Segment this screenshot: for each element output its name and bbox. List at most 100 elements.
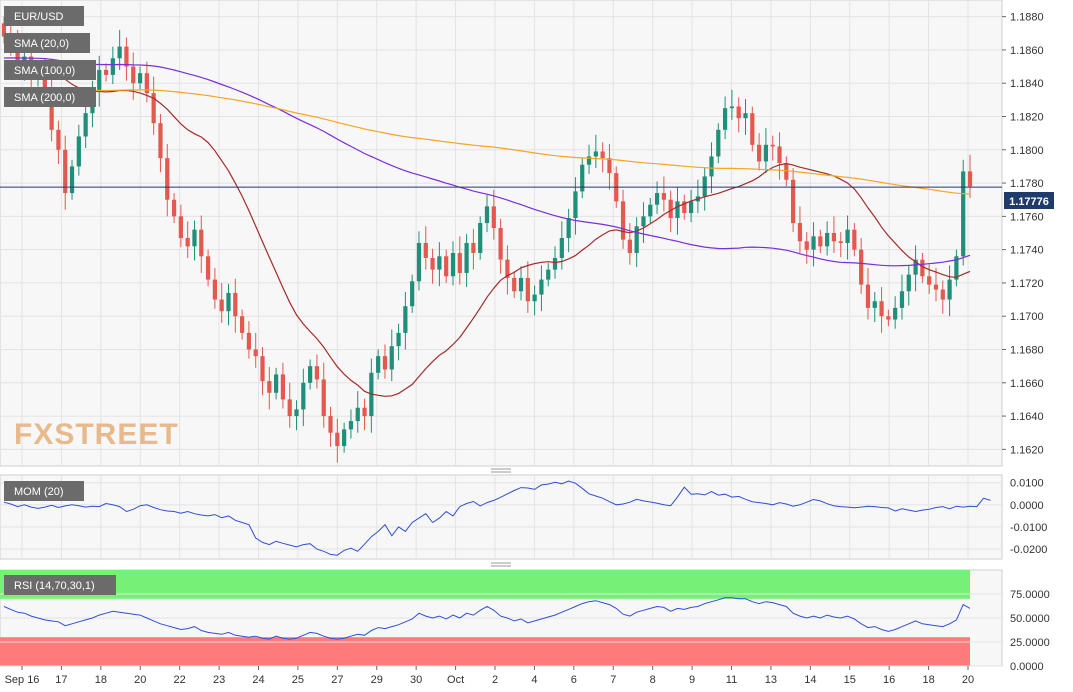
candle-body bbox=[573, 191, 578, 219]
legend-sma20: SMA (20,0) bbox=[4, 33, 90, 53]
candle-body bbox=[620, 201, 626, 240]
candle-body bbox=[131, 66, 136, 84]
candle-body bbox=[348, 421, 354, 430]
candle-body bbox=[158, 123, 163, 159]
candle-body bbox=[763, 144, 769, 162]
x-tick-label: 30 bbox=[410, 674, 422, 686]
candle-body bbox=[280, 374, 286, 400]
x-tick-label: 20 bbox=[134, 674, 146, 686]
candle-body bbox=[859, 249, 864, 285]
legend-rsi: RSI (14,70,30,1) bbox=[4, 575, 116, 595]
svg-text:SMA (100,0): SMA (100,0) bbox=[14, 65, 75, 77]
candle-body bbox=[117, 46, 122, 59]
candle-body bbox=[627, 239, 632, 253]
x-tick-label: 22 bbox=[174, 674, 186, 686]
candle-body bbox=[63, 149, 68, 194]
candle-body bbox=[457, 252, 462, 273]
candle-body bbox=[580, 164, 585, 192]
candle-body bbox=[729, 106, 735, 109]
candle-body bbox=[831, 233, 837, 242]
y-tick-label: 1.1680 bbox=[1010, 345, 1044, 357]
x-tick-label: 20 bbox=[962, 674, 974, 686]
x-tick-label: 16 bbox=[883, 674, 895, 686]
candle-body bbox=[314, 366, 320, 380]
y-tick-label: 1.1640 bbox=[1010, 411, 1044, 423]
candle-body bbox=[879, 301, 884, 317]
candle-body bbox=[668, 199, 673, 219]
candle-body bbox=[933, 284, 939, 290]
candle-body bbox=[294, 409, 299, 417]
candle-body bbox=[845, 229, 850, 243]
candle-body bbox=[518, 277, 524, 292]
x-tick-label: 7 bbox=[610, 674, 616, 686]
rsi-tick-label: 50.0000 bbox=[1010, 613, 1050, 625]
candle-body bbox=[634, 226, 639, 253]
candle-body bbox=[954, 256, 959, 280]
candle-body bbox=[165, 158, 170, 200]
candle-body bbox=[552, 257, 558, 270]
y-tick-label: 1.1860 bbox=[1010, 45, 1044, 57]
candle-body bbox=[607, 158, 612, 174]
candle-body bbox=[512, 277, 517, 292]
rsi-tick-label: 25.0000 bbox=[1010, 637, 1050, 649]
candle-body bbox=[757, 144, 762, 162]
candle-body bbox=[791, 179, 796, 224]
candle-body bbox=[274, 374, 279, 393]
x-tick-label: 2 bbox=[492, 674, 498, 686]
legend-mom: MOM (20) bbox=[4, 481, 84, 501]
rsi-tick-label: 75.0000 bbox=[1010, 589, 1050, 601]
candle-body bbox=[927, 276, 932, 285]
candle-body bbox=[396, 332, 401, 347]
x-tick-label: 13 bbox=[765, 674, 777, 686]
legend-sma100: SMA (100,0) bbox=[4, 60, 96, 80]
candle-body bbox=[212, 279, 217, 300]
candle-body bbox=[437, 256, 442, 270]
x-tick-label: 18 bbox=[95, 674, 107, 686]
x-tick-label: 9 bbox=[689, 674, 695, 686]
candle-body bbox=[335, 432, 340, 447]
candle-body bbox=[471, 242, 476, 253]
candle-body bbox=[239, 316, 245, 333]
x-tick-label: Sep 16 bbox=[5, 674, 40, 686]
candle-body bbox=[124, 46, 129, 67]
candle-body bbox=[947, 279, 952, 300]
mom-line bbox=[3, 480, 991, 556]
candle-body bbox=[546, 269, 551, 280]
x-tick-label: 8 bbox=[650, 674, 656, 686]
candle-body bbox=[961, 171, 966, 257]
candle-body bbox=[137, 73, 143, 84]
mom-tick-label: -0.0200 bbox=[1010, 544, 1047, 556]
y-tick-label: 1.1700 bbox=[1010, 311, 1044, 323]
candle-body bbox=[872, 301, 877, 308]
candle-body bbox=[49, 91, 54, 130]
candle-body bbox=[301, 382, 306, 410]
candle-body bbox=[382, 356, 388, 370]
x-tick-label: 18 bbox=[922, 674, 934, 686]
candle-body bbox=[886, 316, 891, 320]
candle-body bbox=[804, 241, 809, 250]
candle-body bbox=[376, 356, 381, 373]
x-tick-label: 27 bbox=[331, 674, 343, 686]
candle-body bbox=[899, 291, 905, 308]
candle-body bbox=[797, 223, 803, 242]
candle-body bbox=[144, 73, 149, 94]
candle-body bbox=[498, 228, 503, 260]
candle-body bbox=[192, 229, 197, 247]
current-price-badge: 1.17776 bbox=[1004, 192, 1054, 209]
candle-body bbox=[818, 236, 823, 247]
candle-body bbox=[478, 223, 483, 253]
candle-body bbox=[661, 193, 666, 200]
legend-sma200: SMA (200,0) bbox=[4, 87, 96, 107]
rsi-tick-label: 0.0000 bbox=[1010, 661, 1044, 673]
candle-body bbox=[825, 233, 830, 247]
mom-tick-label: -0.0100 bbox=[1010, 522, 1047, 534]
candle-body bbox=[484, 206, 490, 224]
candle-body bbox=[97, 69, 102, 90]
candle-body bbox=[865, 284, 871, 308]
candle-body bbox=[505, 259, 510, 278]
svg-text:1.17776: 1.17776 bbox=[1009, 196, 1049, 208]
svg-text:EUR/USD: EUR/USD bbox=[14, 11, 64, 23]
y-tick-label: 1.1660 bbox=[1010, 378, 1044, 390]
candle-body bbox=[226, 292, 231, 312]
